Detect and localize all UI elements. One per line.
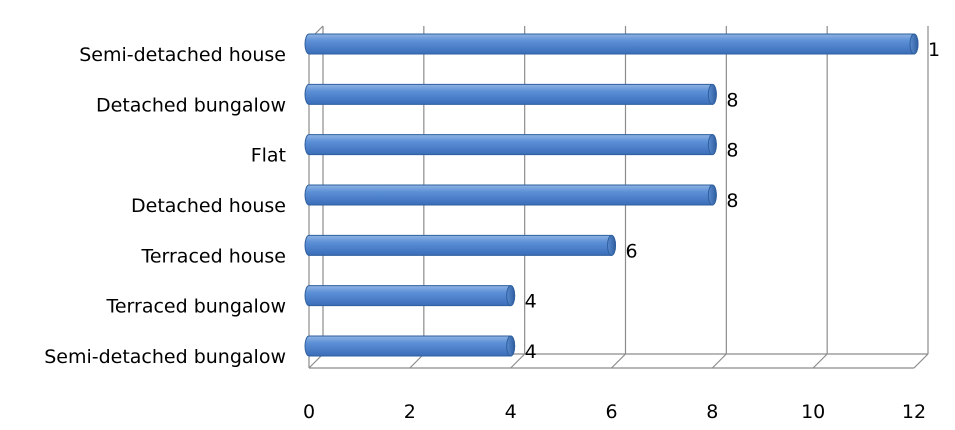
floor-gridline (812, 353, 828, 369)
data-label: 8 (726, 140, 738, 162)
x-tick-label: 8 (706, 401, 718, 423)
category-label: Flat (251, 145, 286, 167)
label-layer: 0 2 4 6 8 10 12 Semi-detached house 1 Detached bu… (44, 39, 940, 423)
floor-gridline (510, 353, 526, 369)
bar-end-cap (707, 184, 717, 206)
bar-layer (304, 33, 919, 357)
bar-end-cap (909, 33, 919, 55)
data-label: 6 (626, 240, 638, 262)
category-label: Semi-detached bungalow (44, 346, 286, 368)
bar-end-cap (506, 285, 516, 307)
data-label: 4 (525, 291, 537, 313)
data-label: 4 (525, 341, 537, 363)
category-label: Detached house (131, 195, 286, 217)
floor-gridline (913, 353, 929, 369)
x-tick-label: 6 (605, 401, 617, 423)
bar (304, 83, 717, 105)
category-label: Detached bungalow (96, 94, 286, 116)
data-label: 1 (928, 39, 940, 61)
bar-end-cap (607, 234, 616, 256)
bar-end-cap (707, 134, 717, 156)
bar-end-cap (707, 83, 717, 105)
bar-end-cap (506, 335, 516, 357)
category-label: Terraced house (140, 245, 286, 267)
bar (304, 134, 717, 156)
bar (304, 184, 717, 206)
category-label: Semi-detached house (79, 44, 286, 66)
bar (304, 285, 516, 307)
x-tick-label: 12 (902, 401, 926, 423)
x-tick-label: 10 (801, 401, 825, 423)
bar (304, 335, 516, 357)
data-label: 8 (726, 89, 738, 111)
bar (304, 33, 919, 55)
x-tick-label: 0 (303, 401, 315, 423)
floor-gridline (711, 353, 727, 369)
category-label: Terraced bungalow (105, 296, 286, 318)
x-tick-label: 4 (505, 401, 517, 423)
bar (304, 234, 616, 256)
floor-gridline (611, 353, 626, 369)
data-label: 8 (726, 190, 738, 212)
x-tick-label: 2 (404, 401, 416, 423)
